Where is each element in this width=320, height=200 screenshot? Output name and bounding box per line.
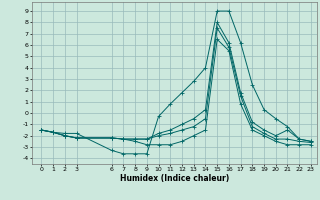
X-axis label: Humidex (Indice chaleur): Humidex (Indice chaleur)	[120, 174, 229, 183]
